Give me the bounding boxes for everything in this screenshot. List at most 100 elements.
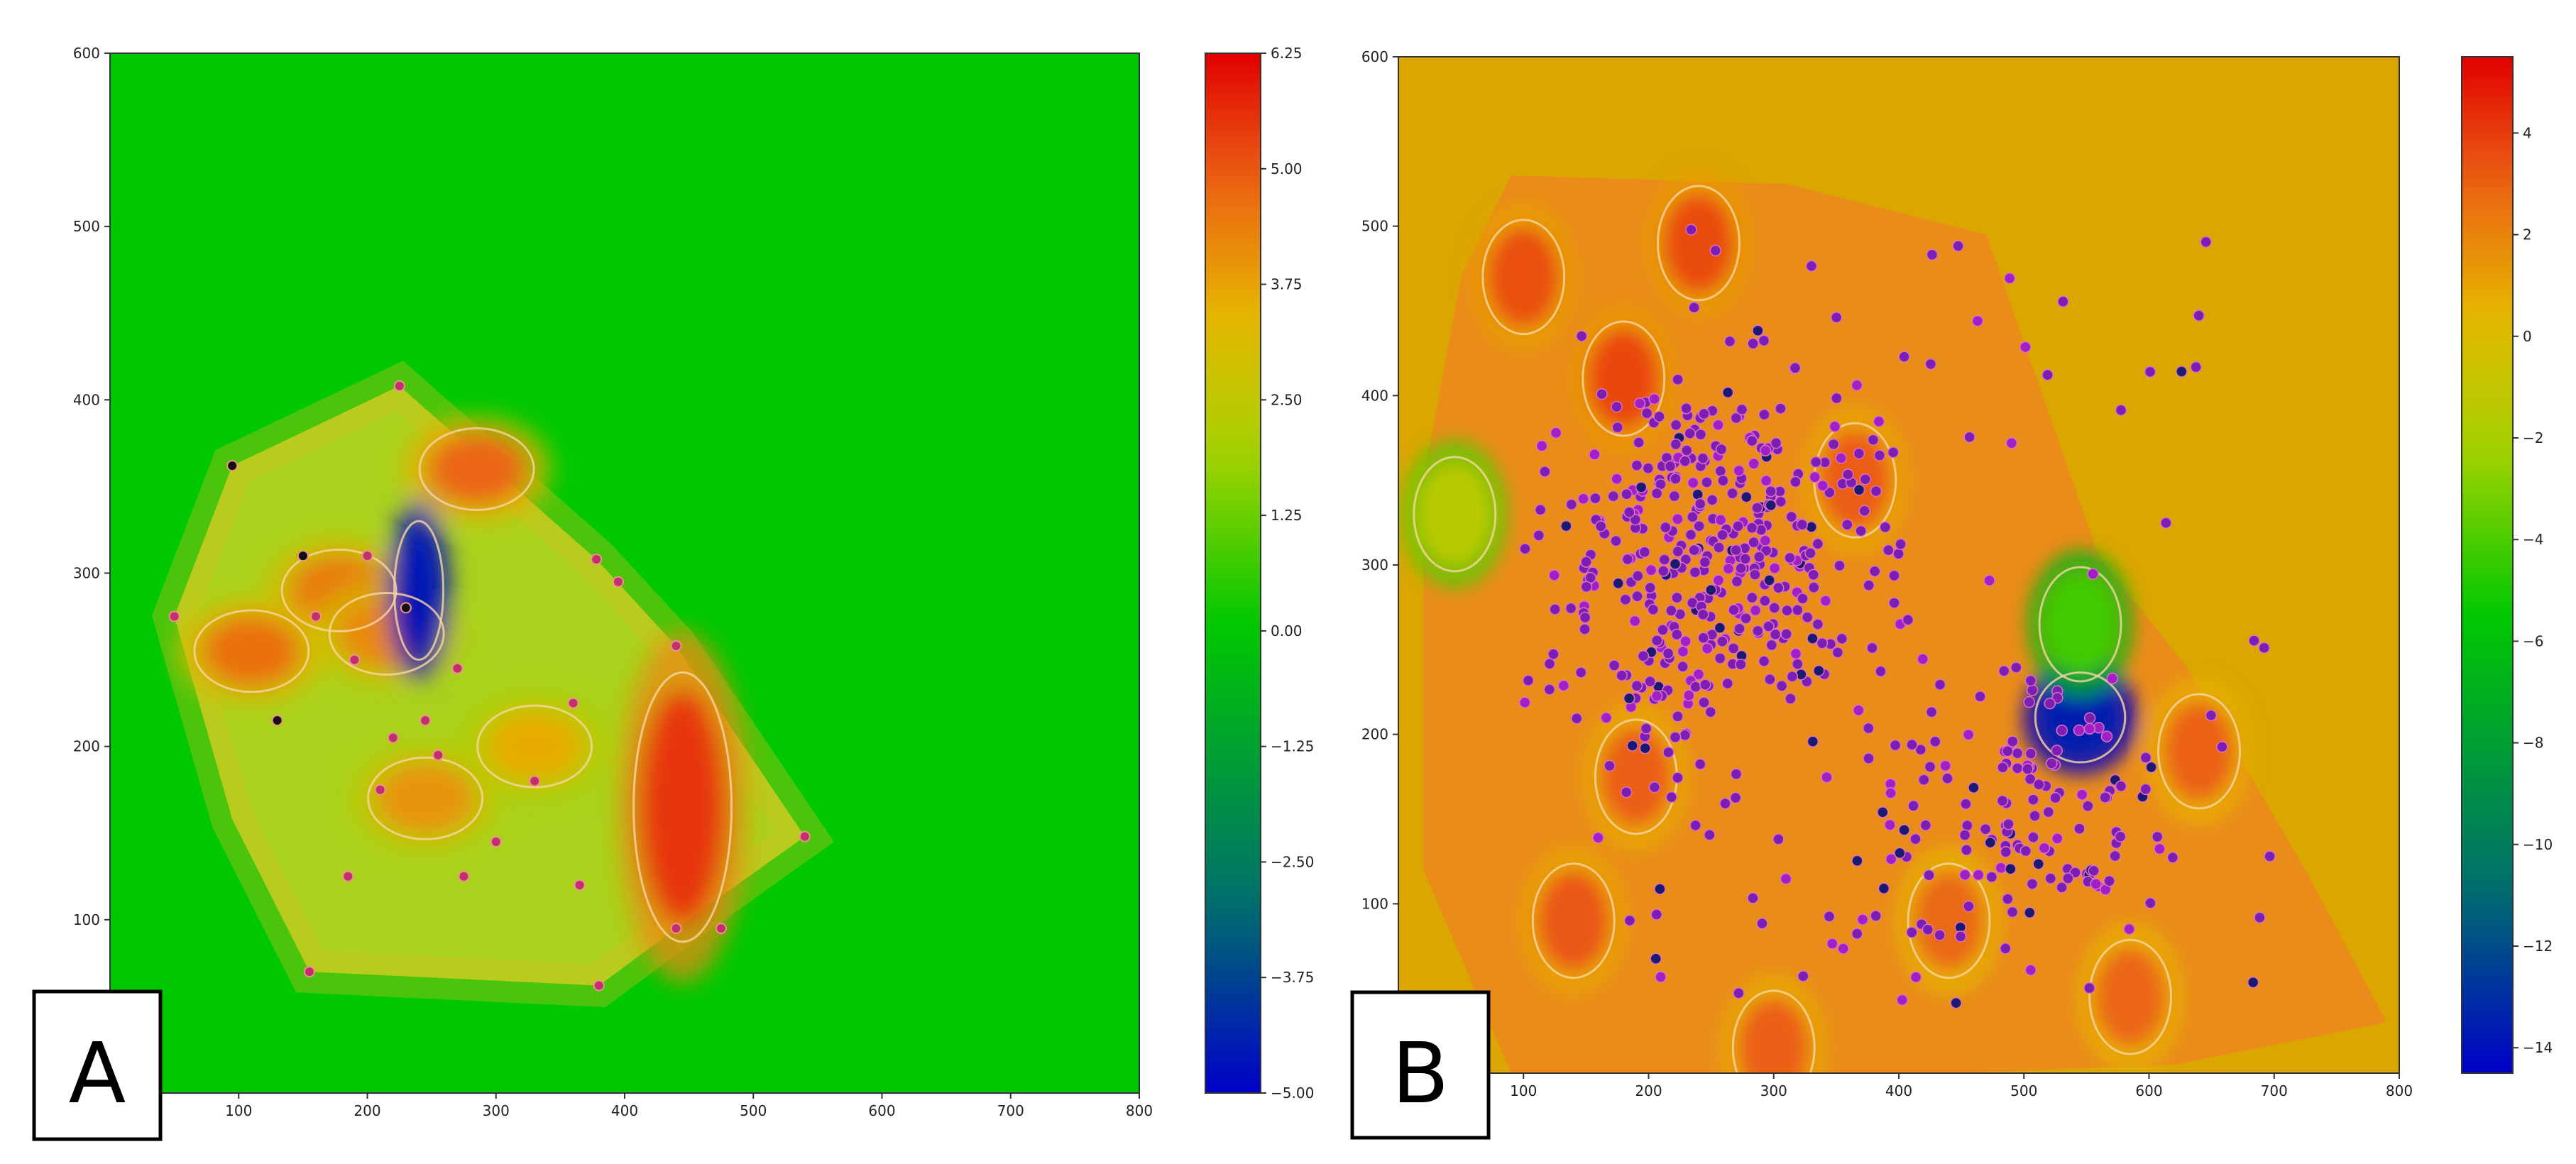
- b-sample-point: [1775, 402, 1787, 414]
- b-sample-point: [1579, 623, 1591, 635]
- b-sample-point: [2024, 674, 2037, 687]
- b-sample-point: [1923, 869, 1935, 882]
- a-x-tick-label: 300: [483, 1102, 510, 1119]
- b-sample-point: [1745, 434, 1758, 447]
- b-sample-point: [1797, 970, 1809, 982]
- b-sample-point: [1765, 485, 1777, 498]
- b-sample-point: [1805, 260, 1818, 273]
- b-sample-point: [2088, 864, 2100, 877]
- a-colorbar-tick-label: 2.50: [1271, 391, 1303, 408]
- b-sample-point: [1687, 511, 1699, 523]
- b-sample-point: [1789, 362, 1802, 374]
- a-x-tick-label: 100: [225, 1102, 252, 1119]
- b-sample-point: [2160, 517, 2172, 529]
- b-sample-point: [1596, 388, 1608, 400]
- b-sample-point: [1651, 635, 1663, 647]
- b-sample-point: [1671, 628, 1683, 641]
- b-sample-point: [1770, 436, 1782, 449]
- b-sample-point: [1983, 574, 1995, 587]
- b-sample-point: [1679, 635, 1692, 647]
- b-sample-point: [1785, 693, 1797, 705]
- b-sample-point: [1996, 794, 2009, 807]
- b-sample-point: [1747, 892, 1759, 904]
- b-sample-point: [1655, 971, 1667, 983]
- b-x-tick-label: 100: [1510, 1082, 1537, 1099]
- b-hotspot: [1600, 727, 1672, 827]
- b-sample-point: [1632, 570, 1644, 582]
- b-sample-point: [1611, 473, 1623, 485]
- b-sample-point: [1735, 658, 1747, 671]
- b-sample-point: [1543, 657, 1556, 670]
- b-sample-point: [1759, 444, 1772, 457]
- b-sample-point: [1727, 642, 1740, 654]
- b-sample-point: [1672, 772, 1684, 784]
- b-sample-point: [1600, 712, 1613, 724]
- b-sample-point: [1580, 556, 1592, 568]
- b-sample-point: [1906, 739, 1918, 751]
- b-sample-point: [1784, 551, 1796, 564]
- b-sample-point: [1842, 468, 1854, 481]
- b-sample-point: [1907, 800, 1919, 812]
- b-sample-point: [1685, 224, 1697, 236]
- b-sample-point: [2042, 806, 2055, 818]
- b-sample-point: [1902, 614, 1914, 626]
- b-colorbar-tick-label: −8: [2523, 735, 2543, 752]
- b-sample-point: [1760, 474, 1772, 487]
- b-sample-point: [2193, 309, 2205, 322]
- a-sample-point: [393, 380, 405, 392]
- b-hotspot: [1419, 464, 1491, 564]
- b-sample-point: [2007, 735, 2019, 747]
- b-colorbar-tick-label: −12: [2523, 938, 2553, 955]
- b-sample-point: [1670, 419, 1682, 432]
- b-x-tick-label: 600: [2135, 1082, 2162, 1099]
- b-sample-point: [1749, 569, 1761, 581]
- b-sample-point: [1714, 514, 1727, 526]
- b-sample-point: [1746, 591, 1758, 604]
- b-sample-point: [1560, 520, 1572, 532]
- b-sample-point: [1866, 642, 1878, 654]
- a-sample-points: [168, 380, 811, 992]
- b-sample-point: [1830, 312, 1843, 324]
- a-hotspot: [427, 434, 527, 505]
- a-hotspot: [202, 615, 302, 687]
- b-sample-point: [1929, 735, 1941, 748]
- b-hotspot: [1538, 871, 1609, 971]
- b-sample-point: [1657, 565, 1670, 577]
- b-sample-point: [1823, 910, 1836, 923]
- b-sample-point: [2051, 745, 2063, 757]
- a-sample-point: [310, 610, 322, 622]
- b-sample-point: [2032, 858, 2045, 870]
- b-sample-point: [1688, 544, 1700, 556]
- b-sample-point: [2033, 779, 2045, 791]
- b-sample-point: [1608, 659, 1621, 671]
- b-sample-point: [1763, 574, 1775, 586]
- b-sample-point: [2254, 911, 2266, 924]
- b-colorbar-tick-label: 2: [2523, 226, 2532, 243]
- b-sample-point: [1714, 652, 1726, 664]
- b-sample-point: [1519, 696, 1531, 708]
- a-sample-point: [432, 749, 444, 761]
- b-y-tick-label: 100: [1361, 895, 1388, 912]
- b-sample-point: [1575, 330, 1588, 342]
- b-sample-point: [1698, 696, 1710, 708]
- b-sample-point: [2205, 709, 2218, 722]
- b-sample-point: [1934, 929, 1946, 941]
- b-sample-point: [1709, 244, 1721, 257]
- b-sample-point: [2083, 723, 2096, 735]
- b-sample-point: [1816, 637, 1829, 649]
- b-sample-point: [1765, 499, 1777, 512]
- b-sample-point: [1786, 670, 1799, 683]
- a-x-tick-label: 800: [1126, 1102, 1153, 1119]
- b-sample-point: [2123, 923, 2135, 935]
- b-sample-point: [1775, 680, 1788, 692]
- b-sample-point: [1954, 930, 1967, 943]
- b-sample-point: [1533, 529, 1545, 542]
- b-sample-point: [2190, 361, 2202, 373]
- b-colorbar-tick-label: 4: [2523, 124, 2532, 141]
- b-sample-point: [1730, 544, 1742, 556]
- b-sample-point: [1693, 520, 1705, 532]
- b-sample-point: [2114, 830, 2127, 842]
- b-sample-point: [2010, 661, 2022, 674]
- b-sample-point: [1672, 710, 1684, 723]
- b-sample-point: [1896, 994, 1909, 1006]
